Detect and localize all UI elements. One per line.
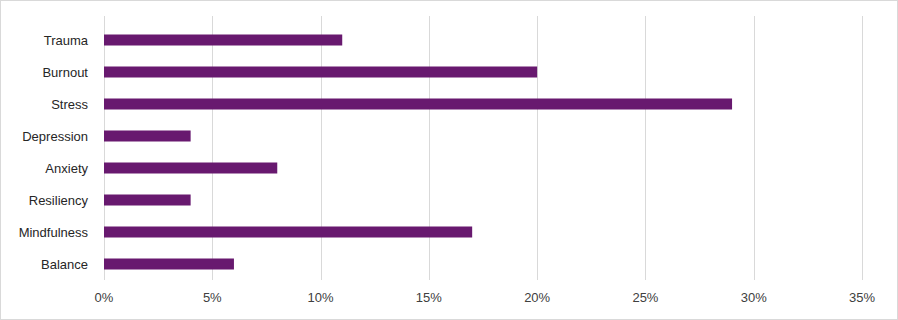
grid-line (645, 16, 646, 280)
bar (104, 195, 191, 206)
grid (105, 16, 863, 280)
tick-label: 0% (95, 290, 114, 305)
tick-label: 35% (849, 290, 875, 305)
grid-line (212, 16, 213, 280)
category-label: Mindfulness (19, 225, 89, 240)
tick-label: 10% (308, 290, 334, 305)
tick-label: 25% (632, 290, 658, 305)
category-label: Balance (41, 257, 88, 272)
tick-label: 15% (416, 290, 442, 305)
x-tick-labels: 0% 5% 10% 15% 20% 25% 30% 35% (95, 290, 876, 305)
y-category-labels: Trauma Burnout Stress Depression Anxiety Resi… (19, 33, 89, 272)
tick-label: 20% (524, 290, 550, 305)
grid-line (537, 16, 538, 280)
chart-frame (1, 1, 898, 320)
bar (104, 131, 191, 142)
category-label: Depression (22, 129, 88, 144)
chart: 0% 5% 10% 15% 20% 25% 30% 35% Trauma Burnout Stres… (0, 0, 898, 320)
category-label: Anxiety (45, 161, 88, 176)
grid-line (321, 16, 322, 280)
bars (104, 35, 732, 270)
tick-label: 5% (203, 290, 222, 305)
bar (104, 35, 342, 46)
bar (104, 67, 537, 78)
tick-label: 30% (741, 290, 767, 305)
bar (104, 163, 277, 174)
grid-line (754, 16, 755, 280)
bar (104, 99, 732, 110)
grid-line (862, 16, 863, 280)
category-label: Burnout (42, 65, 88, 80)
bar (104, 227, 472, 238)
bar (104, 259, 234, 270)
category-label: Trauma (44, 33, 89, 48)
category-label: Resiliency (29, 193, 89, 208)
category-label: Stress (51, 97, 88, 112)
grid-line (429, 16, 430, 280)
grid-line (104, 16, 105, 280)
